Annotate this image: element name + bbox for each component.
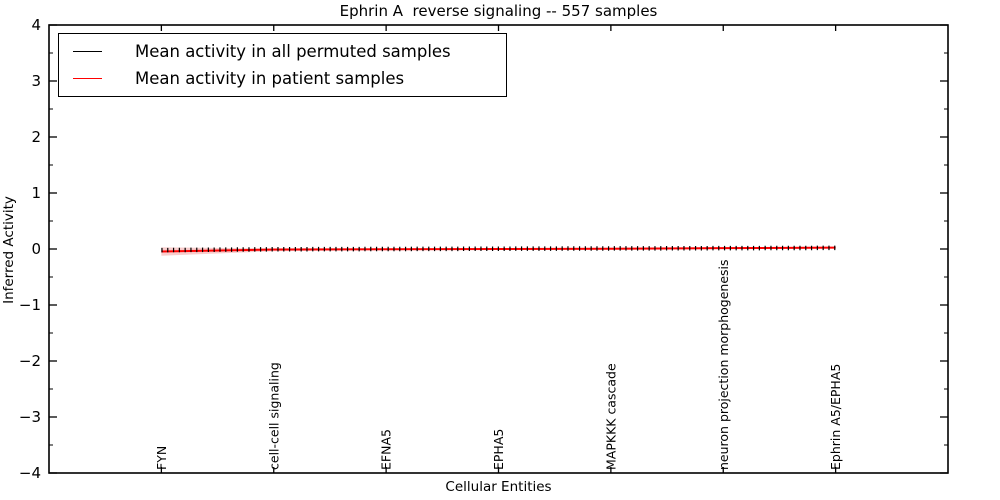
legend: Mean activity in all permuted samples Me… xyxy=(58,33,507,97)
y-axis-tick-label: −1 xyxy=(19,296,41,314)
x-category-label: EFNA5 xyxy=(379,429,394,470)
y-axis-tick-label: −2 xyxy=(19,352,41,370)
y-axis-tick-label: 1 xyxy=(31,184,41,202)
x-category-label: MAPKKK cascade xyxy=(603,363,618,470)
legend-label-permuted: Mean activity in all permuted samples xyxy=(135,42,451,61)
legend-entry-patient: Mean activity in patient samples xyxy=(59,65,506,92)
series-line-permuted xyxy=(161,245,836,253)
x-category-label: EPHA5 xyxy=(491,429,506,470)
y-axis-tick-label: 0 xyxy=(31,240,41,258)
x-category-label: FYN xyxy=(154,446,169,470)
y-axis-tick-label: −3 xyxy=(19,408,41,426)
y-axis-tick-label: 4 xyxy=(31,16,41,34)
patient-line-sample xyxy=(73,78,102,79)
legend-label-patient: Mean activity in patient samples xyxy=(135,69,405,88)
y-axis-label: Inferred Activity xyxy=(1,196,17,304)
x-axis-label: Cellular Entities xyxy=(445,479,552,495)
y-axis-tick-label: 2 xyxy=(31,128,41,146)
permuted-line-sample xyxy=(73,51,102,52)
chart-title: Ephrin A reverse signaling -- 557 sample… xyxy=(339,2,658,20)
x-category-label: neuron projection morphogenesis xyxy=(716,259,731,470)
legend-entry-permuted: Mean activity in all permuted samples xyxy=(59,38,506,65)
y-axis-tick-label: 3 xyxy=(31,72,41,90)
x-category-label: Ephrin A5/EPHA5 xyxy=(828,364,843,470)
x-category-label: cell-cell signaling xyxy=(266,362,281,470)
y-axis-tick-label: −4 xyxy=(19,464,41,482)
